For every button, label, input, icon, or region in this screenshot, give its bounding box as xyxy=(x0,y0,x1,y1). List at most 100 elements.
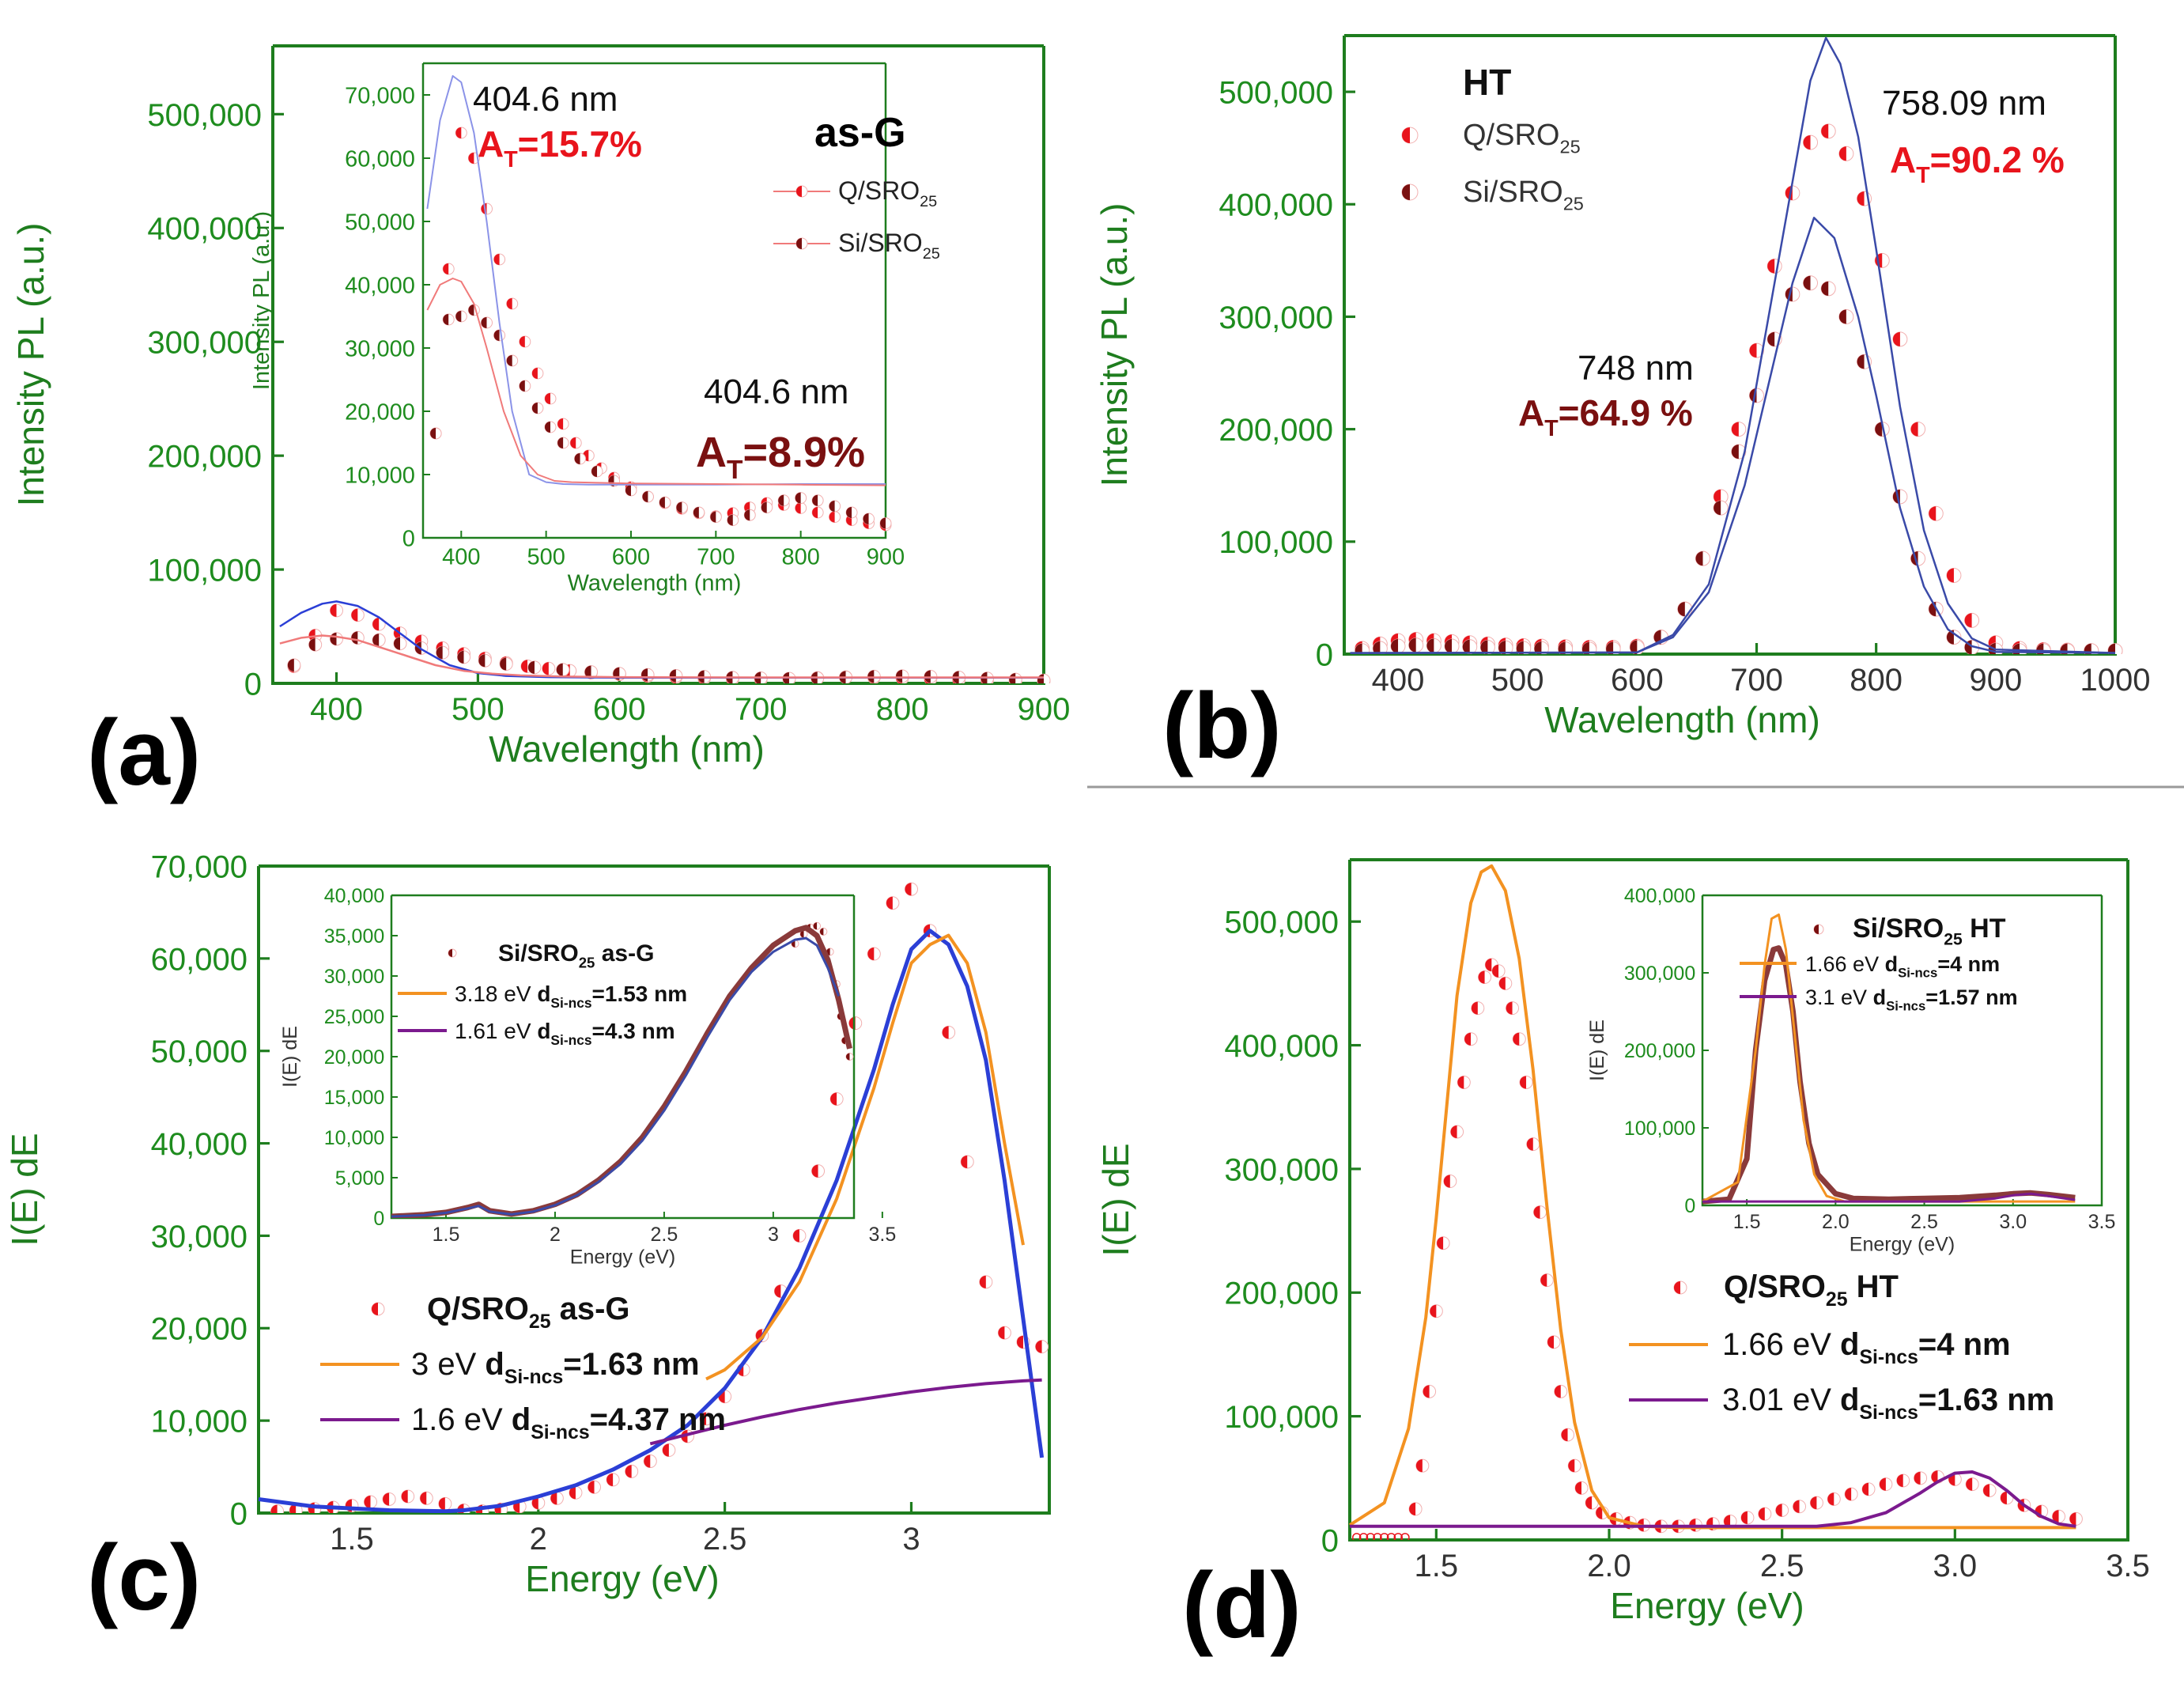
panel-b-point-fill xyxy=(2108,643,2115,654)
panel-a-inset-point-fill xyxy=(531,368,538,379)
panel-c-point-fill xyxy=(588,1481,595,1494)
panel-c-ytick-label: 50,000 xyxy=(151,1035,247,1069)
panel-d-inset-legend-label-part: 1.66 eV xyxy=(1805,952,1885,976)
panel-c-point xyxy=(625,1464,639,1478)
panel-a-inset-point-fill xyxy=(795,492,801,504)
panel-c-legend-label-part: =1.63 nm xyxy=(563,1347,699,1382)
panel-b-point-fill xyxy=(1677,602,1685,617)
panel-a-point-fill xyxy=(457,650,464,664)
panel-a-inset-point xyxy=(519,380,531,392)
panel-b-point xyxy=(1785,185,1800,201)
panel-a-inset-point xyxy=(879,517,892,530)
panel-d-point xyxy=(1464,1032,1478,1046)
panel-c-inset-point xyxy=(826,948,834,956)
panel-d-point-fill xyxy=(1423,1385,1430,1398)
panel-c-point-fill xyxy=(644,1455,651,1468)
panel-d-point xyxy=(1429,1304,1443,1318)
panel-c-point xyxy=(606,1473,620,1487)
panel-c-point-fill xyxy=(270,1504,278,1513)
panel-c-legend-label-part: Si-ncs xyxy=(504,1367,563,1388)
panel-c-point xyxy=(662,1443,676,1458)
panel-c-inset-legend-label-part: Si-ncs xyxy=(550,1032,591,1048)
panel-b-xtick-label: 800 xyxy=(1850,663,1902,698)
panel-c-legend-label-part: =4.37 nm xyxy=(590,1402,726,1437)
panel-a-legend-label-part: Q/SRO xyxy=(838,176,920,205)
panel-b-point-fill xyxy=(1480,640,1488,654)
panel-a-inset-point xyxy=(761,501,773,514)
panel-b-point-fill xyxy=(1355,643,1362,654)
panel-d-xtick-label: 3.5 xyxy=(2106,1549,2150,1583)
panel-c-inset-legend-label: 3.18 eV dSi-ncs=1.53 nm xyxy=(455,982,687,1011)
panel-a-inset-point xyxy=(544,392,557,405)
panel-c-inset-ytick-label: 30,000 xyxy=(324,966,384,988)
panel-d-point xyxy=(1471,1001,1485,1016)
panel-d-point-fill xyxy=(1554,1385,1561,1398)
panel-b-xtick-label: 600 xyxy=(1611,663,1664,698)
panel-b-point xyxy=(1803,275,1819,291)
panel-d-point xyxy=(1554,1384,1568,1398)
panel-c-point xyxy=(419,1491,433,1505)
panel-b-point-fill xyxy=(1445,639,1453,654)
panel-c-point-fill xyxy=(401,1489,408,1503)
panel-c-xtick-label: 3 xyxy=(902,1522,920,1557)
panel-a-ytick-label: 0 xyxy=(244,667,262,702)
panel-c-inset-legend-label-part: as-G xyxy=(595,940,654,967)
panel-d-point xyxy=(1827,1492,1841,1506)
panel-b-point-fill xyxy=(1946,568,1954,583)
panel-d-inset-xtick-label: 2.5 xyxy=(1910,1211,1938,1233)
panel-a-inset-point-fill xyxy=(519,336,525,347)
panel-b-point-fill xyxy=(1821,123,1829,138)
panel-c-inset-line-fit xyxy=(391,936,841,1218)
panel-a-inset-point-fill xyxy=(829,511,835,523)
panel-a-point xyxy=(393,637,407,651)
panel-c-xlabel: Energy (eV) xyxy=(525,1558,719,1599)
panel-a-point xyxy=(330,603,344,618)
panel-c-point xyxy=(569,1485,583,1500)
panel-d-point-fill xyxy=(1464,1032,1472,1046)
panel-b-anno-peak2-part: 748 nm xyxy=(1578,349,1694,388)
panel-d-inset-xtick-label: 1.5 xyxy=(1733,1211,1761,1233)
panel-c-point-fill xyxy=(792,1229,799,1243)
panel-b-point-fill xyxy=(1498,641,1506,654)
panel-c-point-fill xyxy=(905,883,912,896)
panel-a-inset-xtick-label: 700 xyxy=(697,544,735,569)
panel-d-point xyxy=(2069,1511,2083,1526)
panel-a-inset-point-fill xyxy=(545,422,551,433)
panel-c-inset-legend-label: Si/SRO25 as-G xyxy=(498,940,654,970)
panel-b-point-fill xyxy=(1821,281,1829,296)
panel-b-ytick-label: 300,000 xyxy=(1219,301,1333,335)
panel-b-point-fill xyxy=(1516,641,1524,654)
panel-a-inset-xlabel: Wavelength (nm) xyxy=(568,571,742,596)
panel-b-anno-peak1-part: 758.09 nm xyxy=(1882,84,2046,123)
panel-b-point-fill xyxy=(1731,445,1739,460)
panel-b-point xyxy=(1892,331,1908,347)
panel-a-point-fill xyxy=(478,654,486,668)
panel-b-anno-at1-part: =90.2 % xyxy=(1930,139,2065,180)
panel-a-xtick-label: 500 xyxy=(452,692,504,727)
panel-c-point xyxy=(438,1496,452,1511)
panel-c-inset-legend-label-part: d xyxy=(537,1019,550,1043)
panel-a-legend-marker xyxy=(795,185,808,198)
panel-c-legend-label-part: 25 xyxy=(529,1311,551,1333)
panel-a-point-fill xyxy=(896,669,903,683)
panel-b-legend-label-part: Q/SRO xyxy=(1463,119,1559,152)
panel-a-inset-point xyxy=(625,484,637,497)
panel-c-inset-legend-label-part: 25 xyxy=(579,954,595,970)
panel-a-letter: (a) xyxy=(87,701,201,805)
panel-a-anno-at2-part: A xyxy=(696,429,727,476)
panel-b-point xyxy=(1749,388,1765,403)
panel-d-point-fill xyxy=(1596,1506,1603,1519)
panel-d-inset-xtick-label: 3.5 xyxy=(2088,1211,2116,1233)
panel-b-point xyxy=(1695,550,1710,566)
panel-a-point-fill xyxy=(287,658,294,671)
panel-b-point-fill xyxy=(1714,489,1721,504)
panel-c-point-fill xyxy=(867,948,875,961)
panel-c-inset-point-fill xyxy=(819,928,824,936)
panel-c-point xyxy=(364,1495,378,1509)
panel-c-point-fill xyxy=(942,1026,949,1039)
panel-a-inset-point-fill xyxy=(443,314,449,325)
panel-c-point-fill xyxy=(438,1497,445,1511)
panel-d-point-fill xyxy=(1775,1504,1782,1517)
panel-d-point xyxy=(1561,1428,1575,1442)
